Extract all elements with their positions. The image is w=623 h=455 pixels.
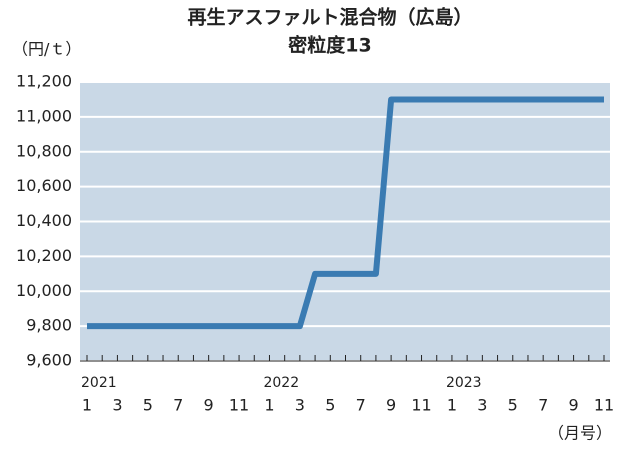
year-label: 2022 <box>263 375 299 391</box>
x-tick-label: 7 <box>173 396 183 415</box>
x-tick-label: 5 <box>325 396 335 415</box>
x-tick-label: 5 <box>508 396 518 415</box>
y-tick-label: 10,600 <box>16 176 72 195</box>
y-tick-label: 11,200 <box>16 72 72 91</box>
x-tick-label: 11 <box>229 396 249 415</box>
x-tick-label: 1 <box>82 396 92 415</box>
y-tick-label: 10,200 <box>16 246 72 265</box>
x-tick-label: 9 <box>204 396 214 415</box>
y-tick-label: 9,600 <box>26 351 72 370</box>
year-label: 2021 <box>81 375 117 391</box>
x-tick-label: 11 <box>594 396 614 415</box>
data-line <box>87 96 604 330</box>
x-tick-label: 3 <box>477 396 487 415</box>
y-tick-label: 9,800 <box>26 316 72 335</box>
x-tick-label: 9 <box>568 396 578 415</box>
y-tick-label: 11,000 <box>16 106 72 125</box>
y-unit: （円/ｔ） <box>12 40 81 59</box>
year-label: 2023 <box>446 375 482 391</box>
x-tick-label: 5 <box>143 396 153 415</box>
x-tick-label: 9 <box>386 396 396 415</box>
x-tick-label: 3 <box>112 396 122 415</box>
x-tick-label: 7 <box>538 396 548 415</box>
x-tick-label: 7 <box>356 396 366 415</box>
chart-subtitle: 密粒度13 <box>288 34 371 57</box>
x-tick-label: 1 <box>447 396 457 415</box>
x-tick-label: 3 <box>295 396 305 415</box>
x-tick-label: 11 <box>411 396 431 415</box>
y-tick-label: 10,400 <box>16 211 72 230</box>
chart-title: 再生アスファルト混合物（広島） <box>187 6 472 29</box>
x-tick-label: 1 <box>264 396 274 415</box>
x-unit: （月号） <box>548 424 612 443</box>
y-tick-label: 10,800 <box>16 141 72 160</box>
y-tick-label: 10,000 <box>16 281 72 300</box>
